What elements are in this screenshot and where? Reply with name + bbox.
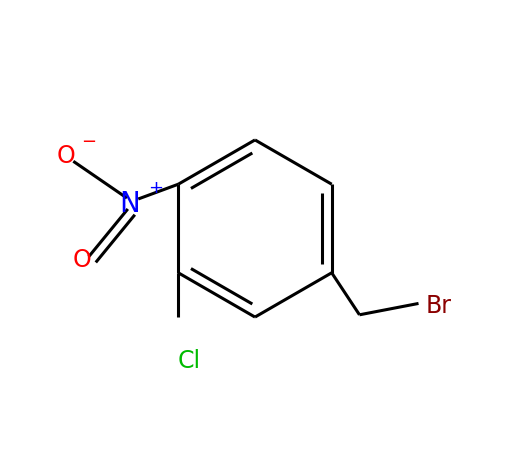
Text: Br: Br <box>425 294 450 318</box>
Text: Cl: Cl <box>177 349 201 373</box>
Text: O: O <box>57 144 76 168</box>
Text: N: N <box>120 190 140 218</box>
Text: O: O <box>73 248 92 272</box>
Text: −: − <box>81 133 96 151</box>
Text: +: + <box>148 179 163 197</box>
